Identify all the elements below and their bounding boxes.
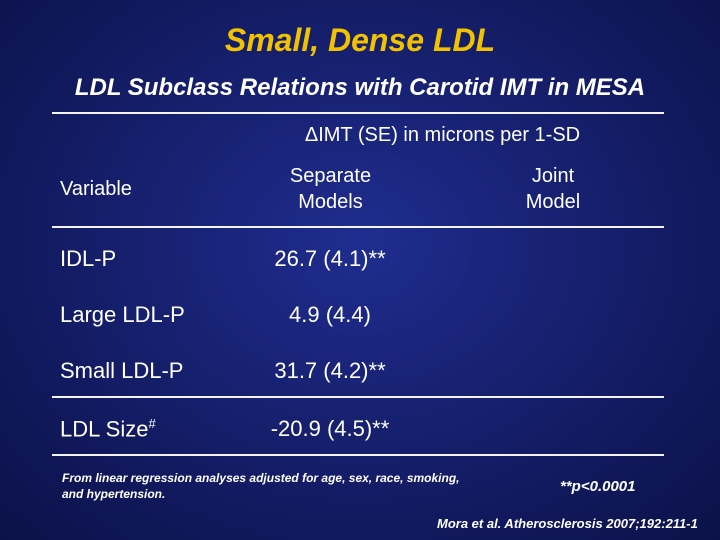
slide-title: Small, Dense LDL — [224, 22, 496, 58]
table-row-label: IDL-P — [60, 246, 117, 271]
column-header-joint-line1: Joint — [531, 165, 575, 187]
table-row-separate-value: 26.7 (4.1)** — [274, 246, 386, 271]
table-row-label: Small LDL-P — [60, 358, 184, 383]
column-header-separate-models: Separate Models — [258, 163, 403, 215]
table-row-label-text: LDL Size — [60, 416, 149, 442]
footnote: From linear regression analyses adjusted… — [62, 471, 460, 501]
table-row-label-sup: # — [148, 416, 156, 431]
table-group-header: ΔIMT (SE) in microns per 1-SD — [304, 124, 581, 146]
divider-bottom — [52, 454, 664, 456]
table-row-label: LDL Size# — [60, 416, 156, 442]
column-header-separate-line2: Models — [298, 191, 363, 213]
pvalue-note: **p<0.0001 — [560, 478, 636, 495]
column-header-joint-model: Joint Model — [498, 163, 608, 215]
slide-subtitle: LDL Subclass Relations with Carotid IMT … — [74, 74, 646, 101]
table-row-separate-value: 31.7 (4.2)** — [274, 358, 386, 383]
table-row-separate-value: -20.9 (4.5)** — [270, 416, 390, 441]
table-row-separate-value: 4.9 (4.4) — [289, 302, 371, 327]
citation: Mora et al. Atherosclerosis 2007;192:211… — [437, 516, 698, 531]
divider-header — [52, 226, 664, 228]
table-row-label: Large LDL-P — [60, 302, 185, 327]
column-header-joint-line2: Model — [525, 191, 581, 213]
column-header-variable: Variable — [60, 178, 132, 200]
divider-row3 — [52, 396, 664, 398]
column-header-separate-line1: Separate — [289, 165, 372, 187]
divider-top — [52, 112, 664, 114]
